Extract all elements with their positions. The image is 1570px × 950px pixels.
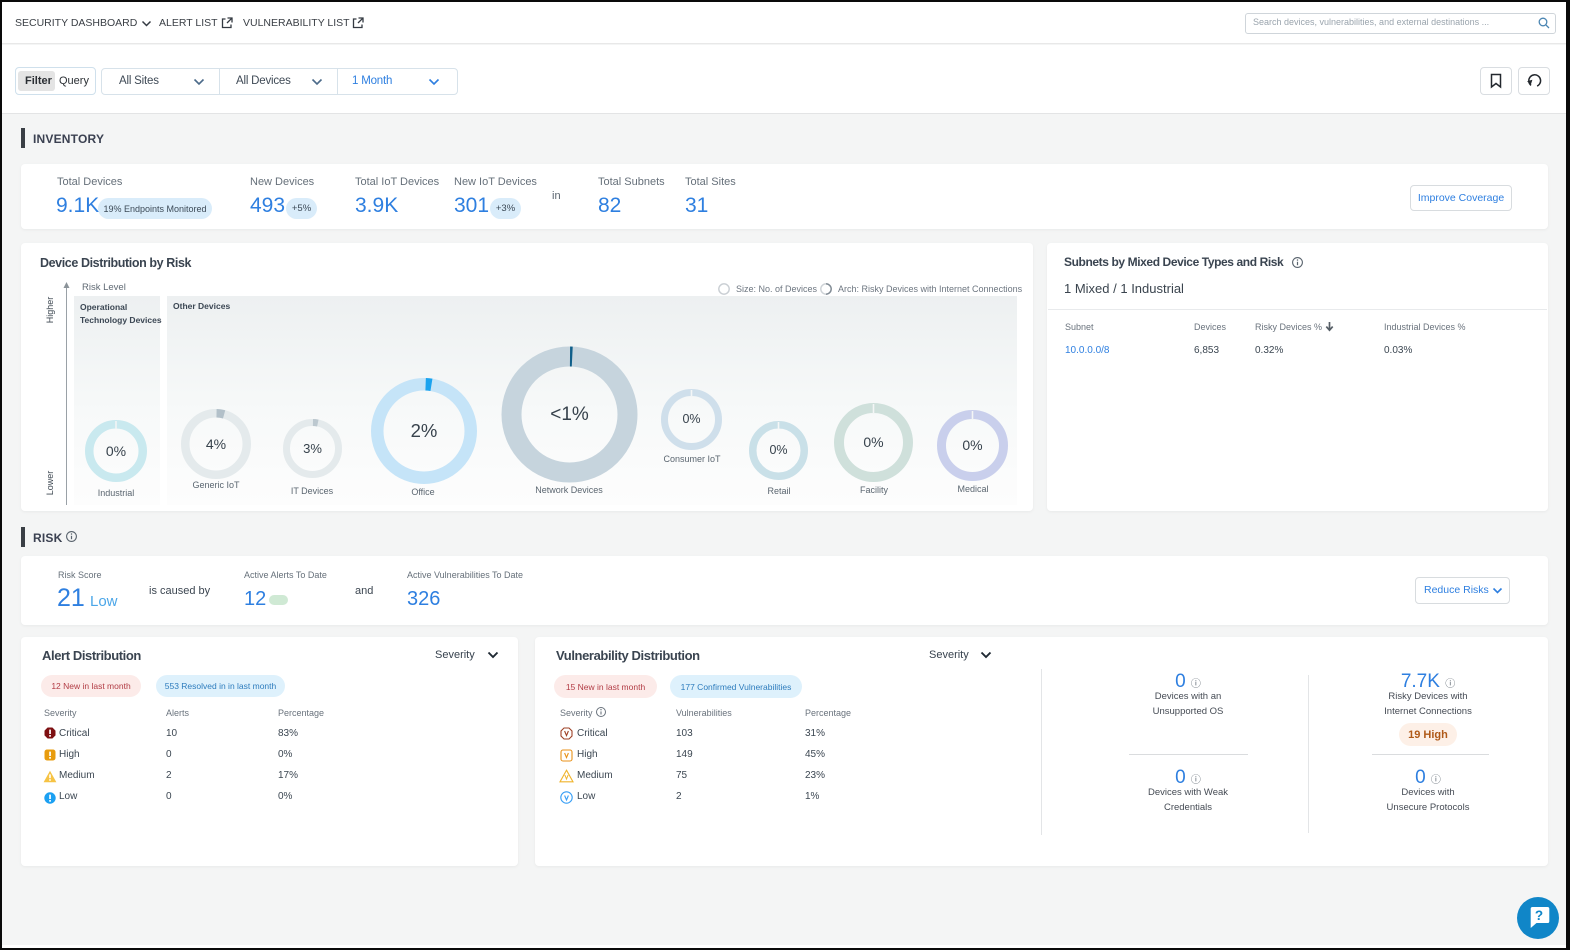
svg-text:?: ? (1535, 908, 1543, 923)
